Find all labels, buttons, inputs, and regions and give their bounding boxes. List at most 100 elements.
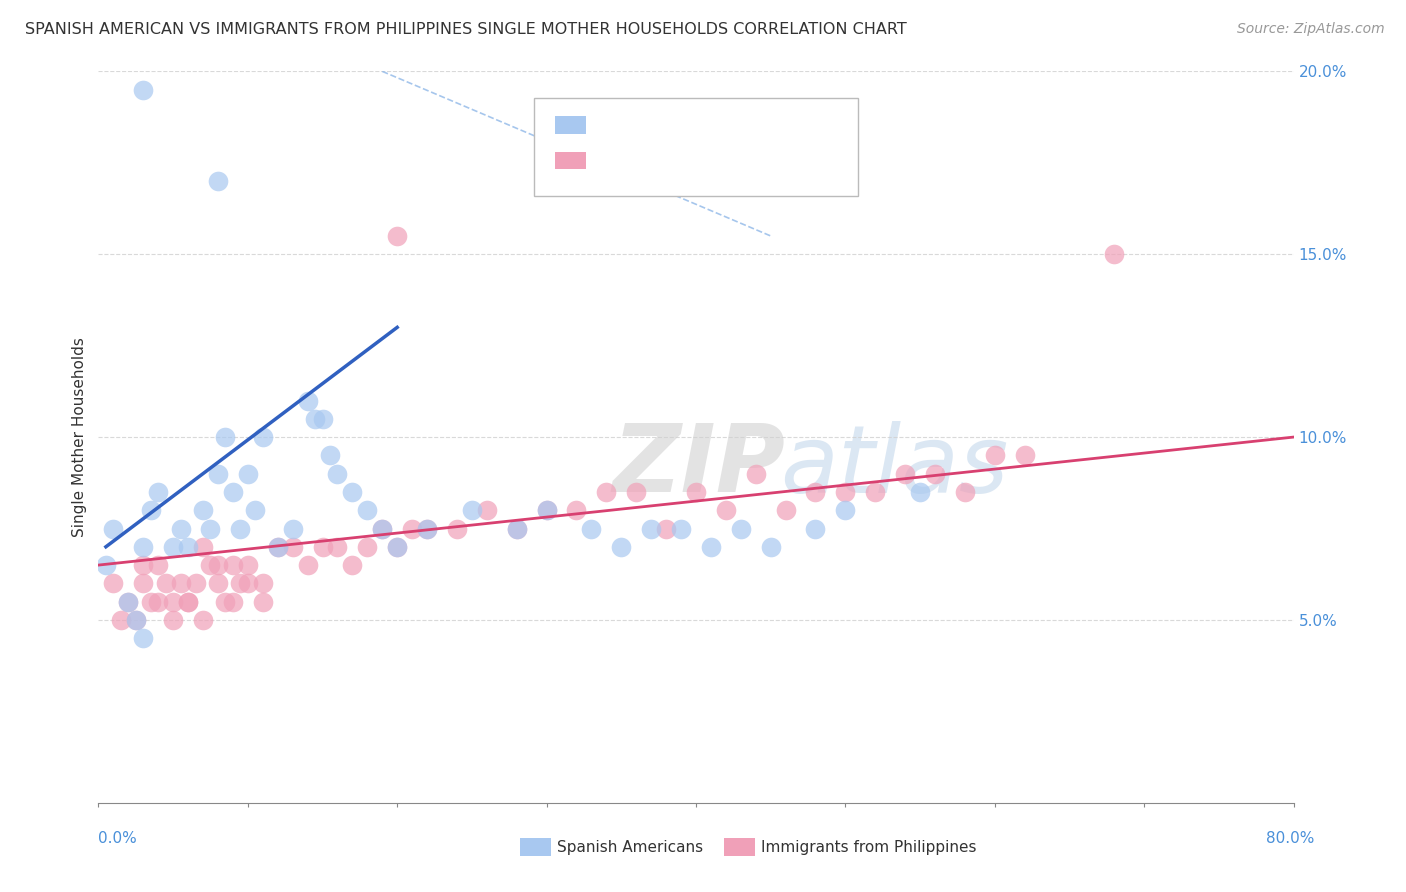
Point [117,594,139,608]
Point [953,485,976,500]
Point [132,576,155,591]
Text: Source: ZipAtlas.com: Source: ZipAtlas.com [1237,22,1385,37]
Point [148,558,170,573]
Text: 80.0%: 80.0% [1267,831,1315,846]
Point [229,576,252,591]
Point [200,558,222,573]
Point [236,558,259,573]
Point [125,613,148,627]
Text: N =: N = [700,118,744,132]
Point [169,576,191,591]
Point [475,503,498,517]
Point [177,594,200,608]
Point [162,594,184,608]
Point [207,558,229,573]
Point [162,613,184,627]
Point [236,576,259,591]
Point [626,485,648,500]
Text: 45: 45 [744,118,765,132]
Point [461,503,484,517]
Point [342,485,364,500]
Point [245,503,267,517]
Point [200,521,222,535]
Point [311,540,333,554]
Point [565,503,588,517]
Point [506,521,529,535]
Point [371,521,394,535]
Point [281,540,304,554]
Point [222,594,245,608]
Point [103,521,125,535]
Point [132,540,155,554]
Point [311,412,333,426]
Point [319,448,342,462]
Text: N =: N = [700,153,744,168]
Point [267,540,290,554]
Point [385,229,409,244]
Point [184,576,207,591]
Point [385,540,409,554]
Text: atlas: atlas [779,421,1008,512]
Point [222,558,245,573]
Point [865,485,887,500]
Point [356,503,378,517]
Point [714,503,737,517]
Point [834,503,856,517]
Point [110,613,132,627]
Point [229,521,252,535]
Point [207,576,229,591]
Point [132,632,155,646]
Point [148,485,170,500]
Point [804,521,827,535]
Point [759,540,782,554]
Point [191,540,214,554]
Point [252,576,274,591]
Point [326,467,349,481]
Point [177,540,200,554]
Point [700,540,723,554]
Point [214,430,236,444]
Point [207,174,229,188]
Point [214,594,236,608]
Text: 0.295: 0.295 [640,118,688,132]
Point [894,467,917,481]
Text: R =: R = [595,118,628,132]
Point [385,540,409,554]
Point [125,613,148,627]
Point [685,485,707,500]
Point [581,521,603,535]
Point [446,521,468,535]
Text: SPANISH AMERICAN VS IMMIGRANTS FROM PHILIPPINES SINGLE MOTHER HOUSEHOLDS CORRELA: SPANISH AMERICAN VS IMMIGRANTS FROM PHIL… [25,22,907,37]
Point [252,430,274,444]
Point [304,412,326,426]
Point [191,503,214,517]
Point [297,558,319,573]
Point [267,540,290,554]
Point [371,521,394,535]
Point [222,485,245,500]
Point [103,576,125,591]
Point [908,485,931,500]
Point [1104,247,1126,261]
Point [342,558,364,573]
Point [506,521,529,535]
Point [536,503,558,517]
Point [281,521,304,535]
Point [730,521,752,535]
Point [177,594,200,608]
Point [356,540,378,554]
Text: 0.263: 0.263 [640,153,688,168]
Point [610,540,633,554]
Point [117,594,139,608]
Text: Immigrants from Philippines: Immigrants from Philippines [761,840,976,855]
Point [1014,448,1036,462]
Point [804,485,827,500]
Point [536,503,558,517]
Point [132,558,155,573]
Point [94,558,117,573]
Point [139,594,162,608]
Point [416,521,439,535]
Point [775,503,797,517]
Point [252,594,274,608]
Point [595,485,617,500]
